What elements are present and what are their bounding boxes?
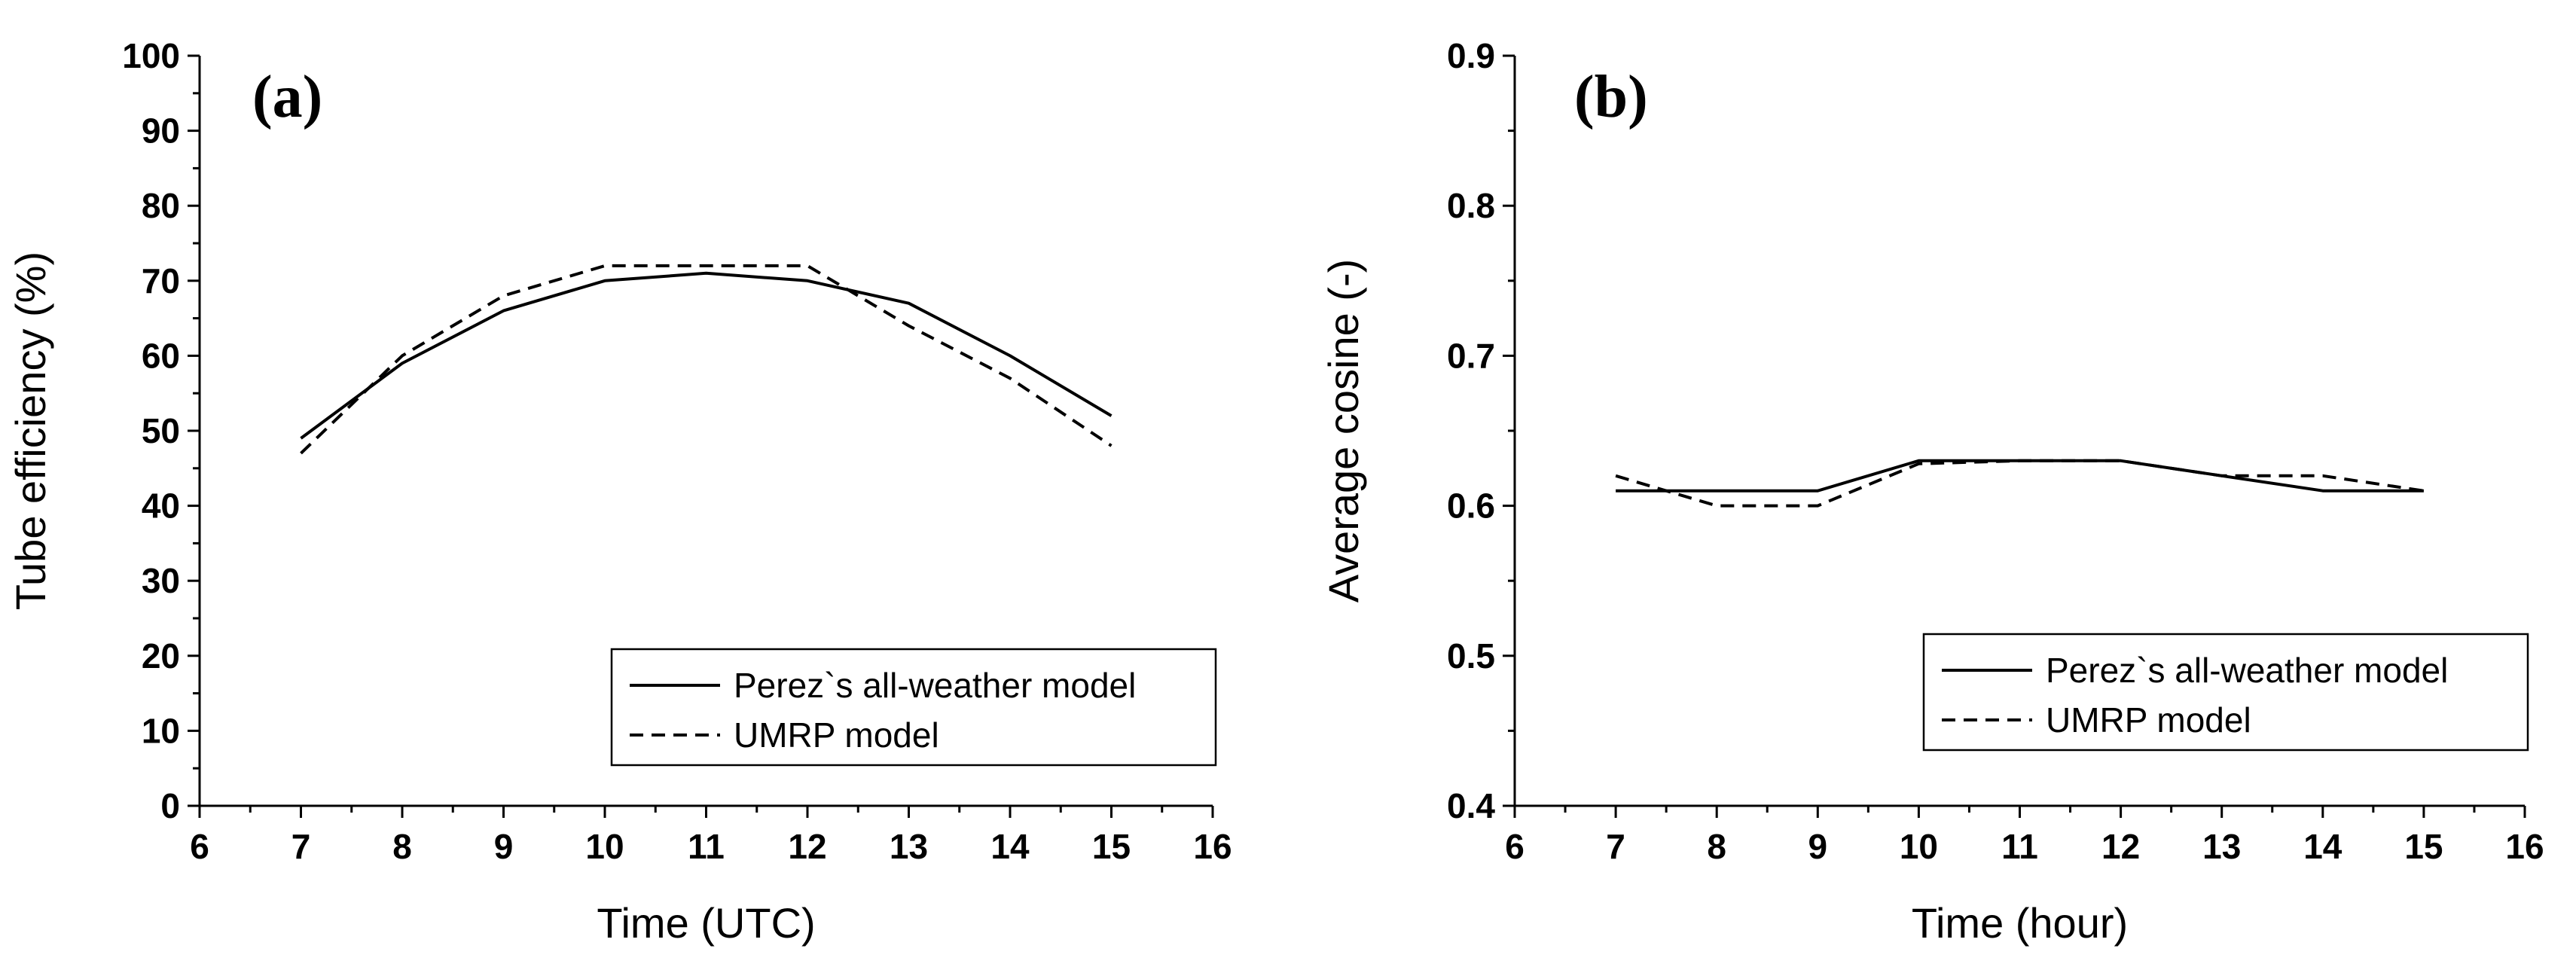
x-tick-label: 10 xyxy=(1900,827,1938,866)
y-tick-label: 0.4 xyxy=(1447,786,1495,825)
series-line-umrp xyxy=(300,264,1113,455)
y-tick-label: 100 xyxy=(122,36,180,75)
x-tick-label: 11 xyxy=(688,827,725,866)
x-tick-label: 16 xyxy=(2505,827,2544,866)
panel-label: (b) xyxy=(1574,64,1648,130)
y-axis-title: Average cosine (-) xyxy=(1320,259,1367,603)
x-tick-label: 12 xyxy=(2101,827,2140,866)
y-tick-label: 60 xyxy=(142,336,180,375)
x-tick-label: 15 xyxy=(1092,827,1131,866)
x-tick-label: 13 xyxy=(890,827,928,866)
legend-box xyxy=(610,648,1217,767)
y-tick-label: 20 xyxy=(142,636,180,676)
x-tick-label: 12 xyxy=(788,827,826,866)
x-tick-label: 7 xyxy=(291,827,311,866)
legend-label: UMRP model xyxy=(734,715,939,755)
y-tick-label: 0.7 xyxy=(1447,336,1495,375)
panel-label: (a) xyxy=(252,64,322,130)
x-tick-label: 6 xyxy=(1505,827,1525,866)
x-tick-label: 14 xyxy=(990,827,1030,866)
y-tick-label: 30 xyxy=(142,561,180,600)
y-tick-label: 40 xyxy=(142,486,180,526)
x-tick-label: 8 xyxy=(1707,827,1726,866)
legend-label: UMRP model xyxy=(2046,700,2251,740)
y-axis-title: Tube efficiency (%) xyxy=(7,252,54,610)
x-axis-title: Time (hour) xyxy=(1912,899,2128,947)
y-tick-label: 0.5 xyxy=(1447,636,1495,676)
y-tick-label: 80 xyxy=(142,186,180,225)
x-axis-title: Time (UTC) xyxy=(597,899,815,947)
x-tick-label: 16 xyxy=(1193,827,1232,866)
x-tick-label: 7 xyxy=(1606,827,1625,866)
x-tick-label: 14 xyxy=(2303,827,2343,866)
x-tick-label: 9 xyxy=(494,827,514,866)
y-tick-label: 50 xyxy=(142,411,180,450)
x-tick-label: 8 xyxy=(392,827,412,866)
legend-label: Perez`s all-weather model xyxy=(2046,651,2448,690)
y-tick-label: 0 xyxy=(160,786,180,825)
x-tick-label: 9 xyxy=(1808,827,1828,866)
x-tick-label: 6 xyxy=(190,827,209,866)
y-tick-label: 10 xyxy=(142,711,180,750)
x-tick-label: 15 xyxy=(2404,827,2443,866)
series-line-umrp xyxy=(1615,459,2425,508)
y-tick-label: 0.6 xyxy=(1447,486,1495,526)
series-line-perez xyxy=(300,271,1113,440)
legend-label: Perez`s all-weather model xyxy=(734,666,1136,705)
y-tick-label: 0.9 xyxy=(1447,36,1495,75)
y-tick-label: 70 xyxy=(142,261,180,300)
x-tick-label: 13 xyxy=(2202,827,2241,866)
y-tick-label: 90 xyxy=(142,111,180,151)
y-tick-label: 0.8 xyxy=(1447,186,1495,225)
x-tick-label: 10 xyxy=(585,827,624,866)
x-tick-label: 11 xyxy=(2001,827,2038,866)
legend-box xyxy=(1922,633,2529,752)
